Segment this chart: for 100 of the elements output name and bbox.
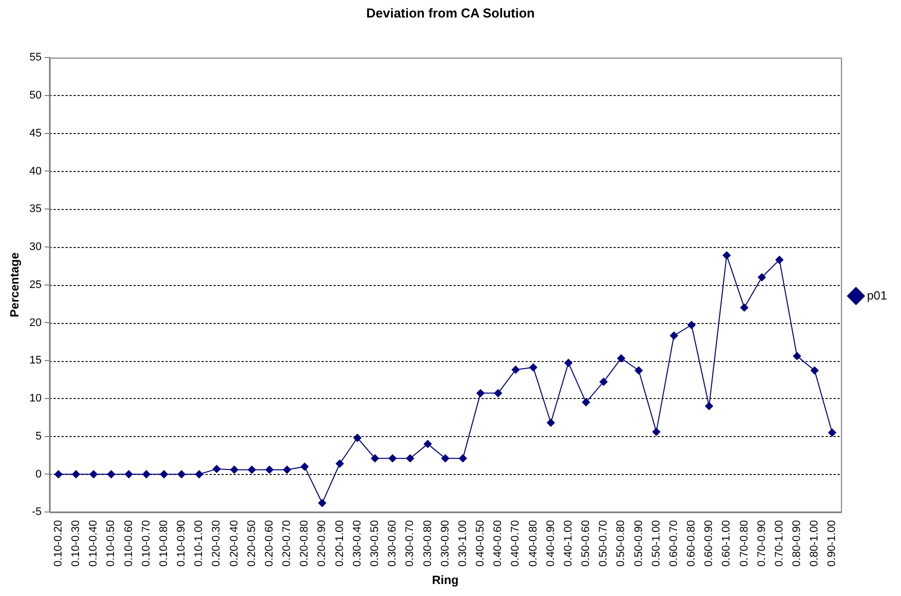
x-tick-label: 0.60-1.00 — [720, 520, 733, 567]
point — [441, 454, 450, 462]
point — [318, 499, 326, 508]
point — [740, 304, 748, 312]
point — [424, 440, 432, 448]
x-tick-label: 0.50-0.60 — [580, 520, 592, 567]
point — [212, 464, 221, 473]
x-tick-label: 0.10-0.80 — [158, 520, 170, 567]
point — [722, 251, 731, 260]
x-tick-label: 0.20-0.90 — [316, 520, 328, 567]
legend-label: p01 — [866, 288, 888, 302]
x-tick-label: 0.30-0.70 — [404, 520, 416, 567]
x-tick-label: 0.20-0.40 — [228, 520, 240, 567]
x-tick-label: 0.10-0.50 — [105, 520, 118, 567]
point — [142, 470, 150, 478]
y-tick-label: 45 — [29, 127, 42, 140]
point — [178, 470, 186, 478]
chart-title: Deviation from CA Solution — [366, 5, 535, 20]
point — [546, 418, 555, 427]
x-tick-label: 0.40-0.80 — [527, 520, 540, 567]
point — [705, 402, 714, 410]
point — [688, 321, 696, 330]
point — [72, 470, 80, 478]
x-tick-label: 0.10-0.40 — [88, 520, 100, 567]
point — [370, 454, 379, 462]
x-tick-label: 0.60-0.80 — [686, 520, 698, 567]
point — [265, 466, 274, 474]
x-tick-label: 0.90-1.00 — [826, 520, 838, 567]
x-tick-label: 0.20-0.80 — [298, 520, 311, 567]
x-tick-label: 0.50-0.70 — [598, 520, 610, 567]
point — [248, 466, 256, 474]
y-tick-label: 35 — [29, 203, 42, 216]
point — [458, 454, 467, 462]
x-tick-label: 0.10-0.90 — [176, 520, 188, 567]
y-axis-title: Percentage — [8, 252, 22, 318]
y-tick-label: 40 — [29, 165, 42, 178]
x-tick-label: 0.50-1.00 — [650, 520, 662, 567]
point — [564, 358, 572, 367]
y-tick-label: 55 — [29, 52, 42, 64]
x-tick-label: 0.60-0.90 — [703, 520, 716, 567]
point — [54, 470, 62, 478]
y-tick-label: 0 — [36, 468, 42, 480]
x-tick-label: 0.40-0.70 — [510, 520, 522, 567]
x-tick-label: 0.20-1.00 — [334, 520, 346, 567]
point — [494, 389, 502, 398]
x-tick-label: 0.20-0.50 — [246, 520, 258, 567]
y-tick-label: -5 — [32, 506, 42, 518]
point — [775, 256, 784, 264]
point — [124, 470, 133, 478]
y-tick-label: 25 — [29, 278, 42, 291]
x-tick-label: 0.30-0.90 — [439, 520, 452, 567]
y-tick-label: 20 — [29, 316, 42, 329]
x-tick-label: 0.30-0.50 — [368, 520, 381, 567]
x-tick-label: 0.50-0.80 — [615, 520, 628, 567]
point — [828, 428, 836, 437]
x-tick-label: 0.20-0.70 — [281, 520, 294, 567]
point — [353, 434, 362, 442]
x-tick-label: 0.10-1.00 — [193, 520, 206, 567]
y-tick-label: 50 — [29, 90, 42, 102]
point — [230, 466, 238, 474]
point — [406, 454, 414, 462]
x-tick-label: 0.30-0.80 — [422, 520, 434, 567]
point — [388, 454, 397, 462]
point — [90, 470, 98, 478]
point — [670, 332, 678, 340]
x-tick-label: 0.40-0.50 — [474, 520, 487, 567]
x-tick-label: 0.70-1.00 — [773, 520, 786, 567]
x-tick-label: 0.10-0.60 — [122, 520, 135, 567]
x-tick-label: 0.40-1.00 — [562, 520, 574, 567]
x-tick-label: 0.30-1.00 — [456, 520, 469, 567]
point — [529, 363, 538, 372]
x-tick-label: 0.70-0.90 — [756, 520, 768, 567]
point — [300, 462, 309, 471]
point — [107, 470, 116, 478]
x-tick-label: 0.10-0.70 — [140, 520, 152, 567]
y-tick-label: 15 — [29, 354, 42, 367]
x-tick-label: 0.20-0.30 — [210, 520, 223, 567]
point — [582, 398, 590, 406]
y-tick-label: 30 — [29, 241, 42, 254]
x-tick-label: 0.40-0.60 — [492, 520, 504, 567]
x-tick-label: 0.80-0.90 — [791, 520, 804, 567]
point — [512, 366, 520, 374]
y-tick-label: 5 — [36, 430, 42, 442]
x-tick-label: 0.30-0.60 — [386, 520, 399, 567]
point — [810, 366, 819, 374]
x-tick-label: 0.80-1.00 — [808, 520, 821, 567]
y-tick-label: 10 — [29, 392, 42, 405]
point — [160, 470, 168, 478]
x-tick-label: 0.20-0.60 — [263, 520, 276, 567]
point — [283, 466, 292, 474]
x-tick-label: 0.10-0.30 — [70, 520, 82, 567]
point — [476, 389, 484, 398]
point — [652, 428, 660, 436]
point — [617, 354, 626, 362]
x-tick-label: 0.10-0.20 — [52, 520, 64, 567]
point — [758, 273, 766, 282]
point — [195, 470, 204, 478]
x-tick-label: 0.50-0.90 — [632, 520, 645, 567]
point — [793, 352, 802, 360]
x-tick-label: 0.30-0.40 — [351, 520, 364, 567]
